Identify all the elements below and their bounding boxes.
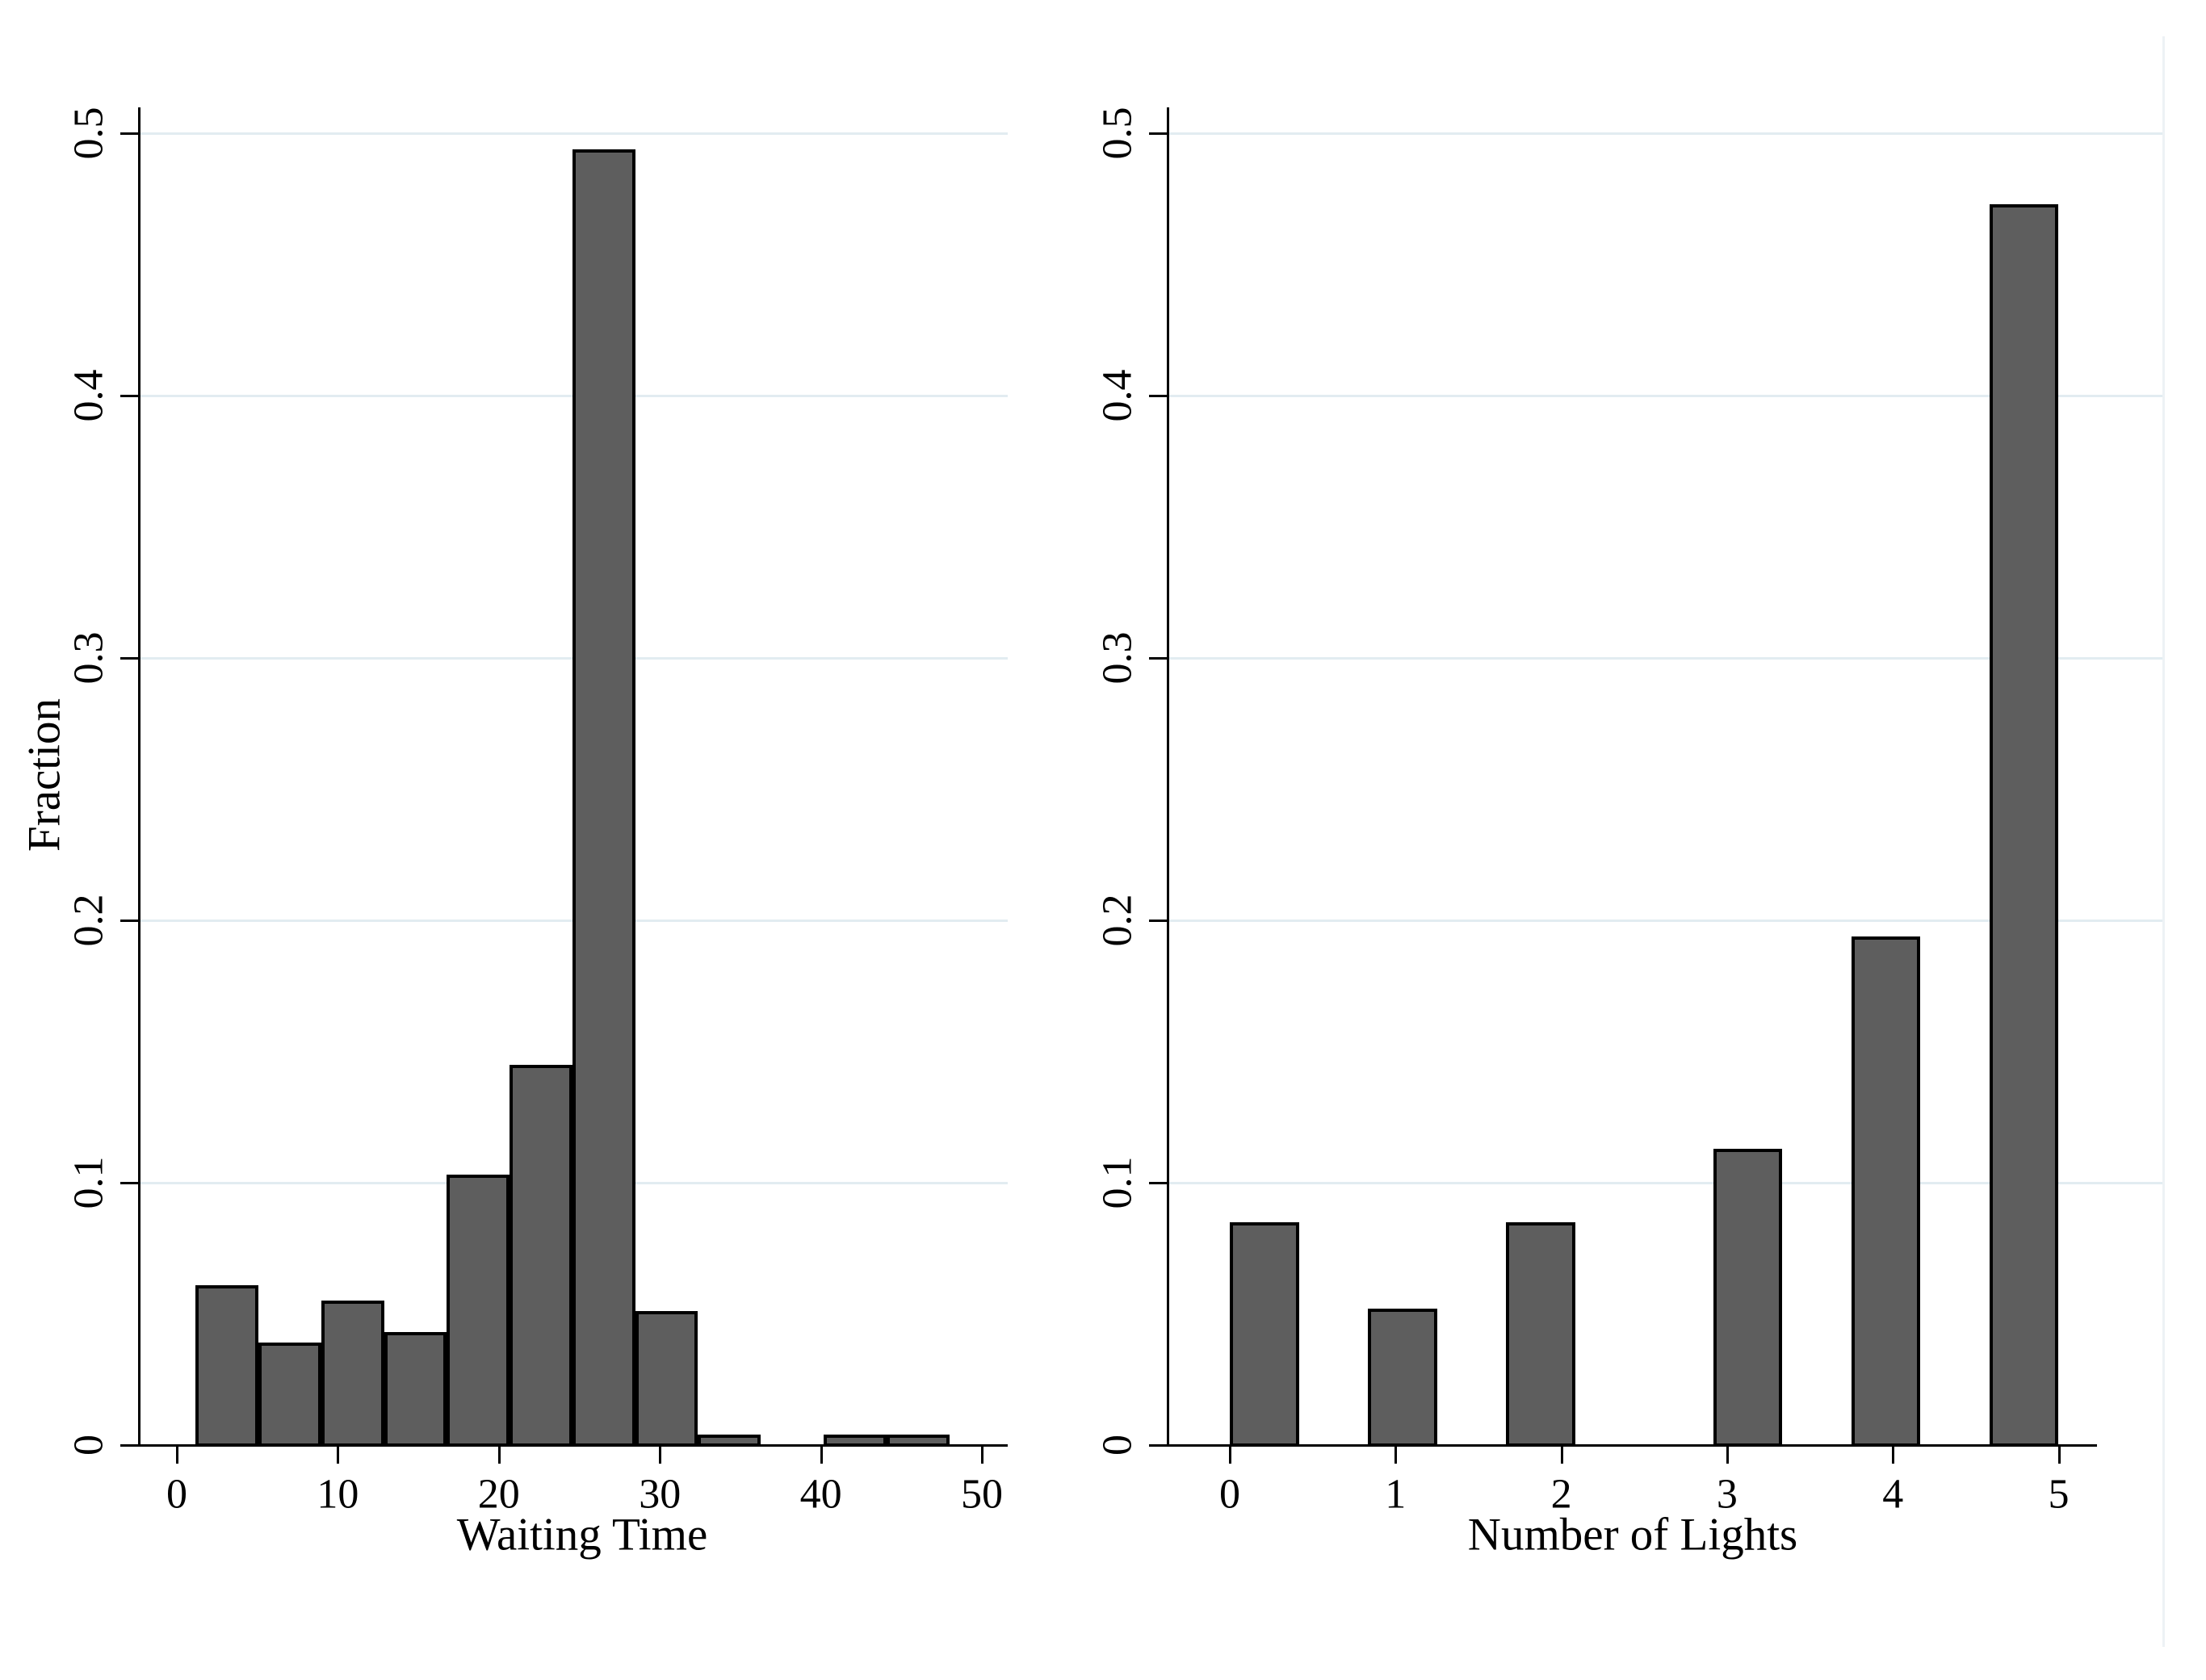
y-tick [1149, 657, 1167, 660]
x-tick-label: 10 [317, 1471, 359, 1518]
histogram-bar [635, 1311, 698, 1447]
gridline [1169, 395, 2162, 397]
y-tick [120, 132, 138, 135]
x-tick [337, 1447, 340, 1464]
y-tick-label: 0 [65, 1435, 112, 1456]
x-tick-label: 0 [166, 1471, 187, 1518]
x-axis-line [138, 1444, 1008, 1447]
x-tick [497, 1447, 501, 1464]
x-axis-title: Number of Lights [1467, 1509, 1798, 1561]
y-tick-label: 0.2 [65, 894, 112, 947]
y-tick [1149, 1444, 1167, 1447]
x-tick [981, 1447, 983, 1464]
histogram-bar [1989, 203, 2059, 1447]
gridline [140, 132, 1008, 135]
x-tick [1560, 1447, 1563, 1464]
x-tick [176, 1447, 178, 1464]
x-tick-label: 40 [799, 1471, 842, 1518]
gridline [1169, 1182, 2162, 1184]
y-tick [120, 1444, 138, 1447]
histogram-bar [1851, 936, 1921, 1447]
x-tick-label: 5 [2048, 1471, 2070, 1518]
y-tick-label: 0.1 [1094, 1156, 1141, 1209]
y-tick [120, 920, 138, 922]
x-tick-label: 20 [477, 1471, 520, 1518]
histogram-bar [258, 1343, 321, 1447]
y-tick-label: 0.3 [1094, 631, 1141, 685]
y-tick [1149, 1182, 1167, 1184]
y-tick [1149, 132, 1167, 135]
histogram-bar [384, 1332, 447, 1447]
histogram-bar [447, 1175, 510, 1447]
y-tick-label: 0.5 [65, 107, 112, 160]
y-tick [120, 1182, 138, 1184]
x-axis-title: Waiting Time [456, 1509, 708, 1561]
gridline [1169, 657, 2162, 660]
y-tick [1149, 920, 1167, 922]
y-tick-label: 0.4 [1094, 369, 1141, 422]
histogram-bar [510, 1064, 572, 1447]
gridline [1169, 920, 2162, 922]
x-tick [659, 1447, 662, 1464]
x-tick-label: 30 [639, 1471, 682, 1518]
x-tick-label: 3 [1716, 1471, 1738, 1518]
y-axis-title: Fraction [19, 698, 70, 852]
plot-right-border [2162, 36, 2165, 1647]
y-tick [120, 657, 138, 660]
histogram-bar [1368, 1309, 1437, 1447]
x-tick-label: 50 [961, 1471, 1003, 1518]
x-tick-label: 0 [1219, 1471, 1240, 1518]
x-tick [2057, 1447, 2061, 1464]
histogram-bar [1506, 1221, 1575, 1447]
histogram-bar [572, 149, 635, 1447]
y-tick-label: 0.2 [1094, 894, 1141, 947]
y-tick-label: 0.4 [65, 369, 112, 422]
x-axis-line [1167, 1444, 2097, 1447]
y-tick-label: 0.5 [1094, 107, 1141, 160]
y-tick [120, 395, 138, 397]
x-tick [1229, 1447, 1231, 1464]
histogram-bar [1230, 1221, 1299, 1447]
x-tick-label: 1 [1385, 1471, 1407, 1518]
y-axis-spine [1167, 107, 1169, 1447]
x-tick [820, 1447, 823, 1464]
gridline [1169, 132, 2162, 135]
y-tick-label: 0.1 [65, 1156, 112, 1209]
y-tick-label: 0 [1094, 1435, 1141, 1456]
y-tick-label: 0.3 [65, 631, 112, 685]
x-tick-label: 4 [1882, 1471, 1904, 1518]
x-tick [1394, 1447, 1398, 1464]
x-tick-label: 2 [1550, 1471, 1572, 1518]
histogram-bar [195, 1284, 259, 1447]
histogram-bar [1713, 1148, 1783, 1447]
y-tick [1149, 395, 1167, 397]
y-axis-spine [138, 107, 140, 1447]
x-tick [1726, 1447, 1729, 1464]
histogram-bar [321, 1301, 384, 1447]
x-tick [1892, 1447, 1895, 1464]
